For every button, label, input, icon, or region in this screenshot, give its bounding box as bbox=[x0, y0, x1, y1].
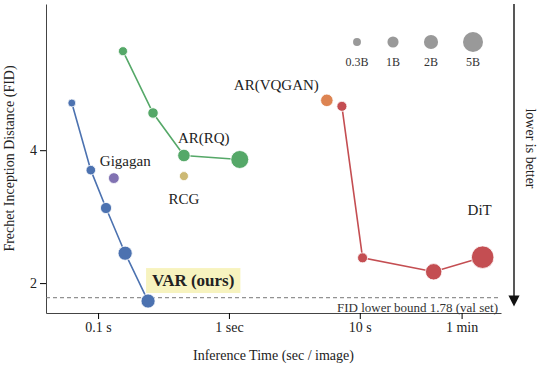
direction-arrow bbox=[513, 4, 514, 301]
data-point bbox=[86, 165, 96, 175]
size-legend-label: 0.3B bbox=[345, 55, 368, 69]
series-label-group: VAR (ours) bbox=[146, 268, 240, 293]
data-point bbox=[118, 246, 132, 260]
x-tick-mark bbox=[98, 313, 99, 319]
data-point bbox=[68, 99, 76, 107]
series-line bbox=[72, 103, 148, 301]
data-point bbox=[108, 173, 119, 184]
data-point bbox=[118, 47, 127, 56]
y-axis: 24 bbox=[30, 5, 47, 314]
size-legend: 0.3B 1B 2B 5B bbox=[345, 32, 483, 69]
series-label: AR(RQ) bbox=[178, 130, 230, 147]
series-label: VAR (ours) bbox=[152, 271, 234, 290]
size-legend-marker bbox=[353, 38, 361, 46]
data-point bbox=[321, 94, 333, 106]
y-tick-mark bbox=[40, 283, 46, 284]
series-label-group: AR(RQ) bbox=[178, 130, 230, 147]
x-axis: 0.1 s 1 sec 10 s 1 min bbox=[47, 313, 502, 335]
y-tick-label: 4 bbox=[30, 143, 37, 158]
series-line bbox=[123, 51, 240, 159]
size-legend-label: 5B bbox=[466, 55, 480, 69]
y-axis-title: Frechet Inception Distance (FID) bbox=[2, 65, 18, 252]
data-point bbox=[425, 264, 441, 280]
size-legend-label: 2B bbox=[424, 55, 438, 69]
data-point bbox=[179, 172, 188, 181]
y-tick-label: 2 bbox=[30, 276, 37, 291]
reference-line bbox=[46, 297, 501, 298]
data-point bbox=[337, 101, 347, 111]
series-label-group: Gigagan bbox=[100, 153, 151, 169]
x-tick: 0.1 s bbox=[85, 313, 111, 335]
reference-label: FID lower bound 1.78 (val set) bbox=[337, 300, 498, 315]
y-tick-mark bbox=[40, 150, 46, 151]
data-point bbox=[148, 108, 158, 118]
data-point bbox=[100, 202, 111, 213]
x-tick: 10 s bbox=[349, 313, 372, 335]
x-tick-label: 1 min bbox=[446, 320, 478, 335]
y-axis-line bbox=[46, 5, 47, 314]
x-tick-mark bbox=[229, 313, 230, 319]
size-legend-marker bbox=[463, 32, 483, 52]
x-tick: 1 sec bbox=[215, 313, 243, 335]
data-point bbox=[178, 149, 190, 161]
series-label-group: RCG bbox=[169, 191, 200, 207]
size-legend-marker bbox=[424, 35, 438, 49]
data-point bbox=[231, 151, 249, 169]
annotation: lower is better bbox=[523, 108, 538, 188]
y-tick: 2 bbox=[30, 276, 46, 291]
series-label-group: DiT bbox=[468, 202, 492, 218]
chart: 0.1 s1 sec10 s1 min24Inference Time (sec… bbox=[0, 0, 540, 392]
plot-area bbox=[46, 47, 501, 308]
x-axis-title: Inference Time (sec / image) bbox=[193, 348, 354, 364]
data-point bbox=[141, 294, 155, 308]
series-label: DiT bbox=[468, 202, 492, 218]
data-point bbox=[471, 246, 494, 269]
x-tick-label: 0.1 s bbox=[85, 320, 111, 335]
series-label: AR(VQGAN) bbox=[234, 77, 319, 94]
series-label: RCG bbox=[169, 191, 200, 207]
data-point bbox=[358, 253, 368, 263]
label-highlight bbox=[146, 268, 240, 293]
size-legend-marker bbox=[387, 36, 398, 47]
series-label-group: AR(VQGAN) bbox=[234, 77, 319, 94]
x-tick: 1 min bbox=[446, 313, 478, 335]
x-tick-label: 10 s bbox=[349, 320, 372, 335]
size-legend-label: 1B bbox=[386, 55, 400, 69]
y-tick: 4 bbox=[30, 143, 46, 158]
x-tick-label: 1 sec bbox=[215, 320, 243, 335]
series-line bbox=[342, 106, 483, 271]
series-label: Gigagan bbox=[100, 153, 151, 169]
